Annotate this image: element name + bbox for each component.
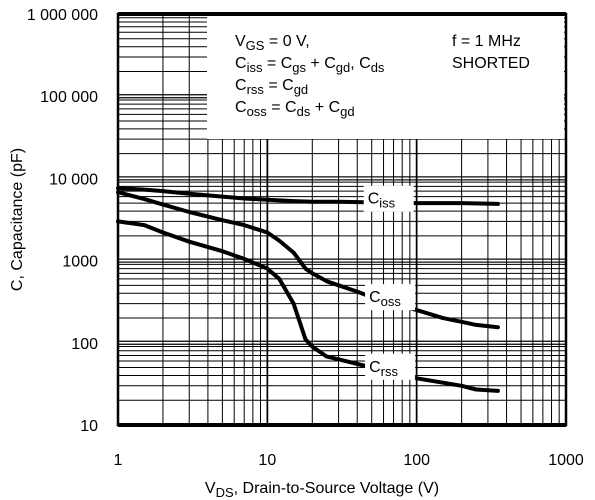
annotation-line-1: VGS = 0 V,	[235, 33, 310, 53]
annotation-line-4: Coss = Cds + Cgd	[235, 99, 355, 119]
y-tick-label: 10 000	[49, 171, 98, 188]
series-label-coss: Coss	[369, 289, 401, 309]
series-label-bg-crss	[365, 353, 416, 380]
series-label-ciss: Ciss	[368, 191, 396, 211]
series-group	[116, 186, 500, 393]
x-tick-label: 1000	[548, 452, 584, 469]
annotation-line-2: Ciss = Cgs + Cgd, Cds	[235, 55, 385, 75]
legend-box	[207, 16, 564, 139]
plot-frame	[116, 12, 568, 427]
y-axis-label: C, Capacitance (pF)	[9, 148, 26, 291]
series-line-ciss	[116, 186, 500, 206]
x-tick-label: 100	[403, 452, 430, 469]
x-tick-label: 10	[258, 452, 276, 469]
annotation-right-2: SHORTED	[452, 55, 530, 72]
series-label-bg-ciss	[363, 185, 414, 212]
series-label-crss: Crss	[369, 359, 398, 379]
y-tick-labels: 10 100 1000 10 000 100 000 1 000 000	[27, 7, 98, 435]
y-tick-label: 100	[71, 336, 98, 353]
y-tick-label: 100 000	[40, 89, 98, 106]
y-tick-label: 1 000 000	[27, 7, 98, 24]
series-line-crss	[116, 219, 500, 393]
series-line-coss	[116, 190, 500, 330]
series-labels: Ciss Coss Crss	[363, 185, 416, 380]
series-label-bg-coss	[365, 284, 416, 311]
annotation-line-3: Crss = Cgd	[235, 77, 308, 97]
x-axis-label: VDS, Drain-to-Source Voltage (V)	[205, 480, 439, 500]
x-tick-labels: 1 10 100 1000	[114, 452, 584, 469]
y-tick-label: 1000	[62, 254, 98, 271]
x-tick-label: 1	[114, 452, 123, 469]
annotation-right-1: f = 1 MHz	[452, 33, 521, 50]
y-tick-label: 10	[80, 418, 98, 435]
